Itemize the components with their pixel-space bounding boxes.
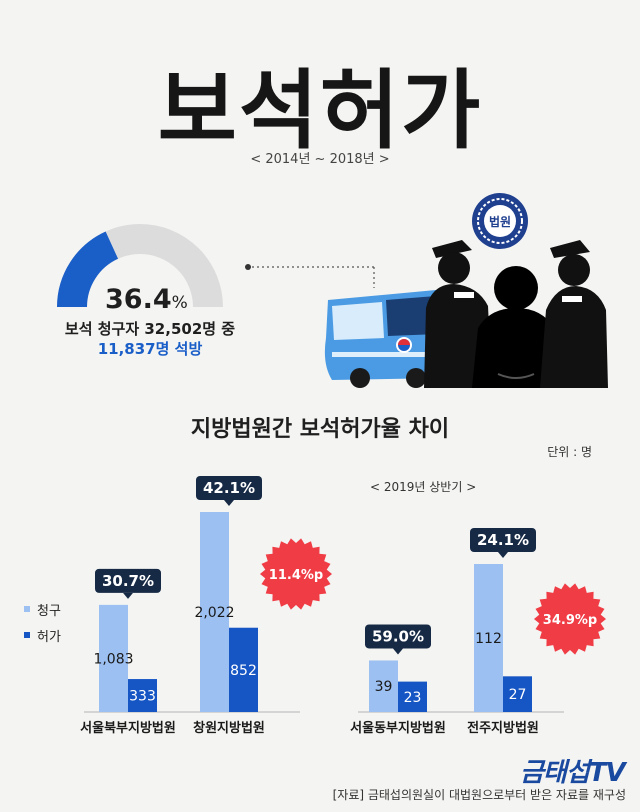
bar-request	[474, 564, 503, 712]
gauge-claimants-text: 보석 청구자 32,502명 중	[64, 320, 236, 338]
category-label: 전주지방법원	[467, 720, 539, 736]
bus-icon	[324, 290, 444, 388]
difference-burst	[260, 538, 332, 610]
bar-request	[99, 604, 128, 712]
illustration: 법원	[245, 193, 608, 388]
rate-bubble	[196, 476, 262, 500]
rate-bubble	[95, 568, 161, 593]
bar-value-label: 112	[475, 631, 502, 647]
bar-value-label: 2,022	[194, 605, 234, 621]
chart-legend: 청구 허가	[24, 596, 61, 648]
bar-value-label: 39	[375, 679, 393, 695]
rate-bubble-pointer	[224, 500, 234, 506]
legend-swatch-request	[24, 606, 30, 612]
difference-label: 11.4%p	[269, 568, 323, 583]
legend-label-request: 청구	[37, 603, 61, 619]
guard-icon	[540, 240, 608, 388]
rate-label: 42.1%	[203, 479, 255, 497]
bar-granted	[503, 676, 532, 712]
category-label: 서울북부지방법원	[80, 720, 176, 736]
release-rate-gauge	[57, 224, 223, 308]
gauge-fill	[57, 231, 119, 308]
second-period-label: < 2019년 상반기 >	[370, 480, 477, 494]
bar-granted	[398, 681, 427, 712]
category-label: 서울동부지방법원	[350, 720, 446, 736]
gauge-percent-unit: %	[171, 293, 188, 313]
rate-label: 24.1%	[477, 531, 529, 549]
bar-request	[200, 512, 229, 712]
period-label: < 2014년 ~ 2018년 >	[250, 152, 390, 167]
bar-chart: 1,083 333 서울북부지방법원 30.7% 2,022 852 창원지방법원 42.1%…	[80, 476, 606, 736]
gauge-percent-value: 36.4	[105, 284, 172, 315]
bar-value-label: 1,083	[93, 651, 133, 667]
rate-label: 59.0%	[372, 627, 424, 645]
gauge-percent: 36.4%	[105, 284, 188, 315]
rate-bubble-pointer	[393, 648, 403, 655]
rate-bubble	[470, 528, 536, 552]
rate-bubble-pointer	[123, 592, 133, 599]
unit-label: 단위 : 명	[547, 445, 592, 459]
difference-label: 34.9%p	[543, 613, 597, 628]
bar-granted	[128, 679, 157, 712]
gauge-released-text: 11,837명 석방	[97, 340, 203, 358]
difference-burst	[534, 583, 606, 655]
court-seal-label: 법원	[489, 214, 511, 229]
legend-swatch-granted	[24, 632, 30, 638]
chart-title: 지방법원간 보석허가율 차이	[190, 417, 450, 442]
prisoner-icon	[472, 266, 558, 388]
page-title: 보석허가	[157, 61, 483, 161]
legend-label-granted: 허가	[37, 629, 61, 645]
bar-value-label: 27	[509, 687, 527, 703]
bar-granted	[229, 627, 258, 712]
bar-value-label: 852	[230, 663, 257, 679]
connector-line	[245, 264, 375, 288]
bar-value-label: 333	[129, 689, 156, 705]
bar-value-label: 23	[404, 690, 422, 706]
bar-request	[369, 660, 398, 712]
rate-bubble-pointer	[498, 552, 508, 558]
category-label: 창원지방법원	[193, 720, 265, 736]
legend-item-granted: 허가	[24, 622, 61, 648]
source-note: [자료] 금태섭의원실이 대법원으로부터 받은 자료를 재구성	[332, 788, 626, 802]
court-seal-icon: 법원	[472, 193, 528, 249]
legend-item-request: 청구	[24, 596, 61, 622]
brand-logo: 금태섭TV	[520, 758, 626, 788]
rate-label: 30.7%	[102, 572, 154, 590]
rate-bubble	[365, 624, 431, 649]
